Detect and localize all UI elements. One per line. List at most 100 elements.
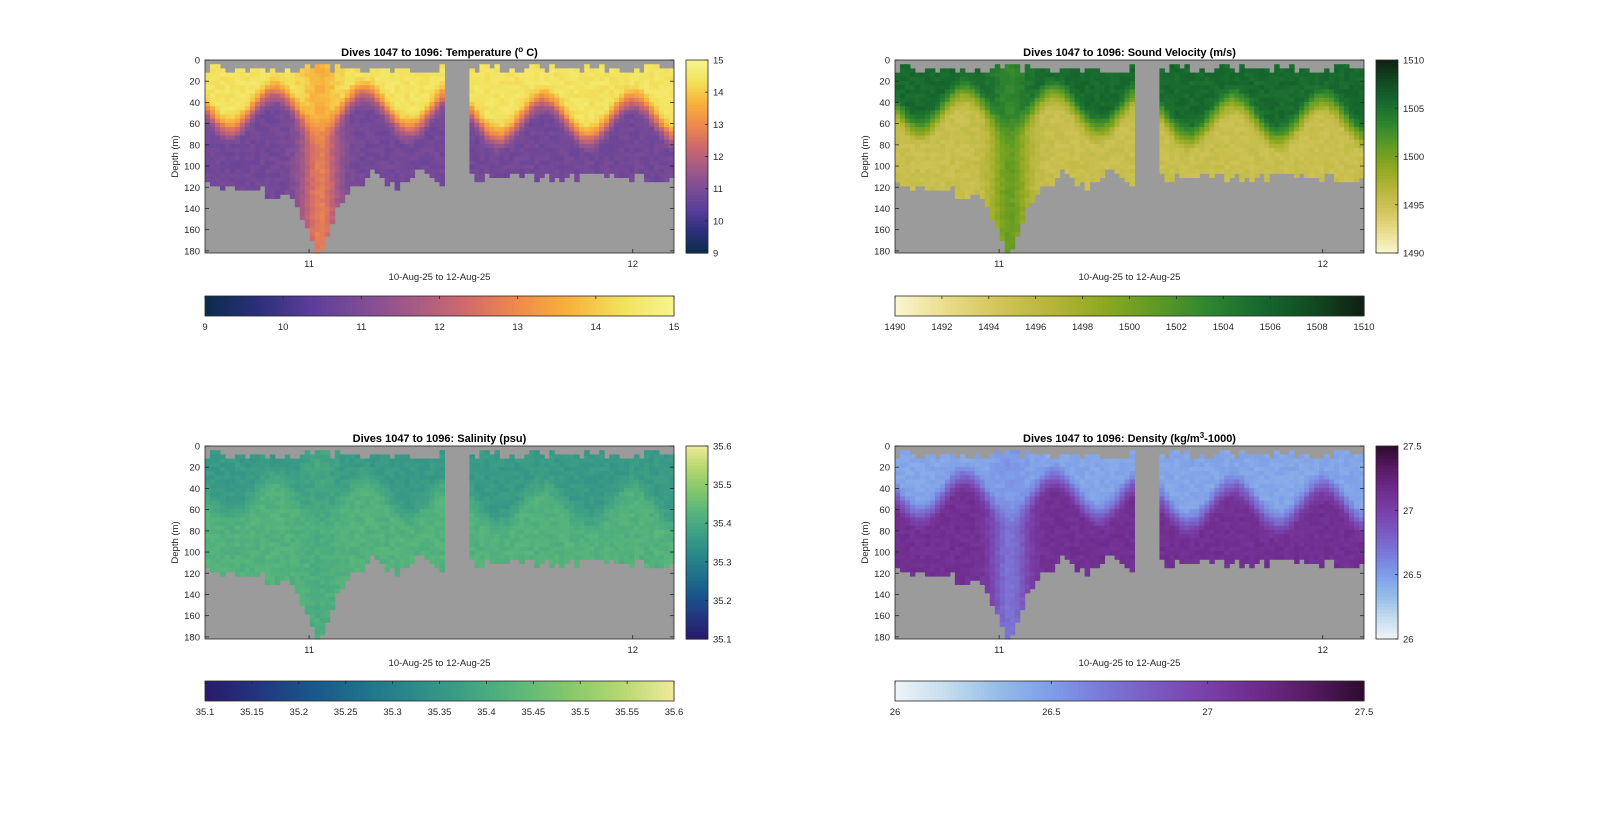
heatmap-cell bbox=[1074, 89, 1081, 95]
heatmap-cell bbox=[224, 148, 231, 153]
heatmap-cell bbox=[944, 181, 951, 187]
heatmap-cell bbox=[1084, 156, 1091, 162]
heatmap-cell bbox=[399, 148, 406, 153]
heatmap-cell bbox=[1099, 72, 1106, 78]
heatmap-cell bbox=[1059, 135, 1066, 141]
heatmap-cell bbox=[574, 106, 580, 111]
heatmap-cell bbox=[379, 68, 386, 74]
heatmap-cell bbox=[959, 135, 966, 141]
heatmap-cell bbox=[1019, 110, 1026, 116]
heatmap-cell bbox=[964, 122, 971, 128]
heatmap-cell bbox=[1309, 164, 1315, 170]
heatmap-cell bbox=[1234, 101, 1240, 107]
heatmap-cell bbox=[1224, 177, 1230, 183]
heatmap-cell bbox=[1224, 97, 1230, 103]
heatmap-cell bbox=[424, 97, 431, 103]
heatmap-cell bbox=[1019, 190, 1026, 195]
heatmap-cell bbox=[1204, 97, 1210, 103]
heatmap-cell bbox=[544, 131, 550, 137]
heatmap-cell bbox=[549, 85, 555, 90]
heatmap-cell bbox=[349, 122, 356, 128]
heatmap-cell bbox=[594, 135, 600, 141]
heatmap-cell bbox=[1124, 101, 1130, 107]
heatmap-cell bbox=[1099, 118, 1106, 124]
heatmap-cell bbox=[1279, 160, 1285, 166]
heatmap-cell bbox=[289, 181, 296, 187]
heatmap-cell bbox=[1264, 118, 1270, 124]
heatmap-cell bbox=[954, 139, 961, 145]
heatmap-cell bbox=[1034, 173, 1041, 178]
heatmap-cell bbox=[1189, 101, 1195, 107]
heatmap-cell bbox=[919, 72, 926, 78]
heatmap-cell bbox=[964, 72, 971, 78]
heatmap-cell bbox=[309, 110, 316, 116]
heatmap-cell bbox=[619, 97, 625, 103]
heatmap-cell bbox=[1029, 177, 1036, 183]
heatmap-cell bbox=[994, 156, 1001, 162]
heatmap-cell bbox=[239, 68, 246, 74]
heatmap-cell bbox=[979, 139, 986, 145]
heatmap-cell bbox=[1244, 97, 1250, 103]
heatmap-cell bbox=[954, 89, 961, 95]
heatmap-cell bbox=[964, 85, 971, 90]
heatmap-cell bbox=[1054, 110, 1061, 116]
heatmap-cell bbox=[1114, 110, 1121, 116]
heatmap-cell bbox=[1214, 106, 1220, 111]
heatmap-cell bbox=[1004, 143, 1011, 149]
heatmap-cell bbox=[1209, 76, 1215, 82]
heatmap-cell bbox=[1069, 152, 1076, 157]
heatmap-cell bbox=[1164, 139, 1170, 145]
heatmap-cell bbox=[924, 160, 931, 166]
heatmap-cell bbox=[399, 127, 406, 132]
heatmap-cell bbox=[439, 164, 445, 170]
heatmap-cell bbox=[474, 156, 480, 162]
heatmap-cell bbox=[519, 76, 525, 82]
heatmap-cell bbox=[664, 110, 670, 116]
heatmap-cell bbox=[374, 156, 381, 162]
heatmap-cell bbox=[1059, 85, 1066, 90]
heatmap-cell bbox=[1214, 169, 1220, 174]
heatmap-cell bbox=[319, 169, 326, 174]
heatmap-cell bbox=[339, 127, 346, 132]
heatmap-cell bbox=[1294, 76, 1300, 82]
heatmap-cell bbox=[529, 139, 535, 145]
heatmap-cell bbox=[1309, 143, 1315, 149]
heatmap-cell bbox=[424, 143, 431, 149]
heatmap-cell bbox=[244, 139, 251, 145]
heatmap-cell bbox=[339, 173, 346, 178]
heatmap-cell bbox=[579, 106, 585, 111]
heatmap-cell bbox=[284, 110, 291, 116]
heatmap-cell bbox=[554, 93, 560, 99]
heatmap-cell bbox=[654, 89, 660, 95]
heatmap-cell bbox=[234, 118, 241, 124]
heatmap-cell bbox=[294, 97, 301, 103]
colorbar-segment bbox=[615, 296, 620, 316]
heatmap-cell bbox=[274, 118, 281, 124]
heatmap-cell bbox=[944, 135, 951, 141]
heatmap-cell bbox=[1054, 148, 1061, 153]
heatmap-cell bbox=[509, 97, 515, 103]
heatmap-cell bbox=[1314, 110, 1320, 116]
heatmap-cell bbox=[1179, 135, 1185, 141]
heatmap-cell bbox=[519, 114, 525, 120]
heatmap-cell bbox=[1289, 72, 1295, 78]
colorbar-segment bbox=[560, 296, 566, 316]
heatmap-cell bbox=[239, 89, 246, 95]
heatmap-cell bbox=[509, 114, 515, 120]
colorbar-segment bbox=[595, 296, 601, 316]
heatmap-cell bbox=[274, 139, 281, 145]
heatmap-cell bbox=[1064, 139, 1071, 145]
heatmap-cell bbox=[999, 127, 1006, 132]
heatmap-cell bbox=[1204, 80, 1210, 86]
heatmap-cell bbox=[1259, 68, 1265, 74]
heatmap-cell bbox=[1084, 148, 1091, 153]
heatmap-cell bbox=[999, 206, 1006, 212]
heatmap-cell bbox=[349, 143, 356, 149]
heatmap-cell bbox=[639, 114, 645, 120]
heatmap-cell bbox=[334, 122, 341, 128]
heatmap-cell bbox=[384, 135, 391, 141]
heatmap-cell bbox=[1059, 110, 1066, 116]
heatmap-cell bbox=[509, 101, 515, 107]
heatmap-cell bbox=[409, 160, 416, 166]
heatmap-cell bbox=[969, 101, 976, 107]
